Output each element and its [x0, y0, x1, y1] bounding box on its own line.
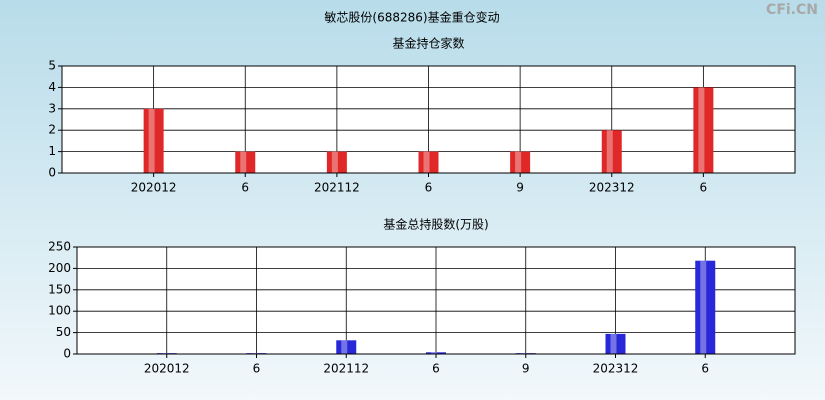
y-tick-label: 250	[48, 240, 71, 254]
bar	[326, 151, 347, 173]
x-tick-label: 202012	[144, 362, 190, 376]
x-tick-label: 202012	[131, 181, 177, 195]
y-tick-label: 0	[48, 166, 56, 180]
bar-shine	[341, 340, 348, 354]
y-tick-label: 2	[48, 123, 56, 137]
y-tick-label: 0	[63, 347, 71, 361]
x-tick-label: 6	[432, 362, 440, 376]
bar-shine	[515, 151, 522, 173]
bar	[336, 340, 357, 354]
bar-shine	[610, 333, 617, 354]
bar-shine	[240, 151, 247, 173]
y-tick-label: 150	[48, 282, 71, 296]
chart-title: 基金总持股数(万股)	[383, 217, 488, 232]
x-tick-label: 202312	[589, 181, 635, 195]
x-tick-label: 6	[241, 181, 249, 195]
bar-shine	[698, 87, 705, 173]
x-tick-label: 202312	[593, 362, 639, 376]
y-tick-label: 100	[48, 304, 71, 318]
bar	[605, 333, 626, 354]
bar-shine	[700, 260, 707, 354]
y-tick-label: 50	[56, 325, 71, 339]
watermark: CFi.CN	[766, 2, 818, 18]
page-title: 敏芯股份(688286)基金重仓变动	[324, 10, 499, 25]
bar-shine	[606, 130, 613, 173]
bar	[235, 151, 256, 173]
y-tick-label: 200	[48, 261, 71, 275]
x-tick-label: 9	[522, 362, 530, 376]
x-tick-label: 6	[700, 181, 708, 195]
x-tick-label: 202112	[323, 362, 369, 376]
bar	[143, 108, 164, 173]
bar-shine	[148, 108, 155, 173]
plot-border	[61, 65, 796, 174]
y-tick-label: 3	[48, 101, 56, 115]
bar	[601, 130, 622, 173]
y-tick-label: 4	[48, 80, 56, 94]
bar	[693, 87, 714, 173]
y-tick-label: 1	[48, 144, 56, 158]
bar	[426, 352, 446, 354]
bar-shine	[423, 151, 430, 173]
x-tick-label: 6	[253, 362, 261, 376]
x-tick-label: 9	[516, 181, 524, 195]
plot-border	[76, 246, 796, 355]
bar-shine	[331, 151, 338, 173]
y-tick-label: 5	[48, 59, 56, 73]
bar	[510, 151, 531, 173]
x-tick-label: 6	[425, 181, 433, 195]
x-tick-label: 202112	[314, 181, 360, 195]
bar-shine	[431, 352, 437, 354]
bar	[695, 260, 716, 354]
bar	[418, 151, 439, 173]
x-tick-label: 6	[701, 362, 709, 376]
chart-title: 基金持仓家数	[392, 36, 464, 51]
